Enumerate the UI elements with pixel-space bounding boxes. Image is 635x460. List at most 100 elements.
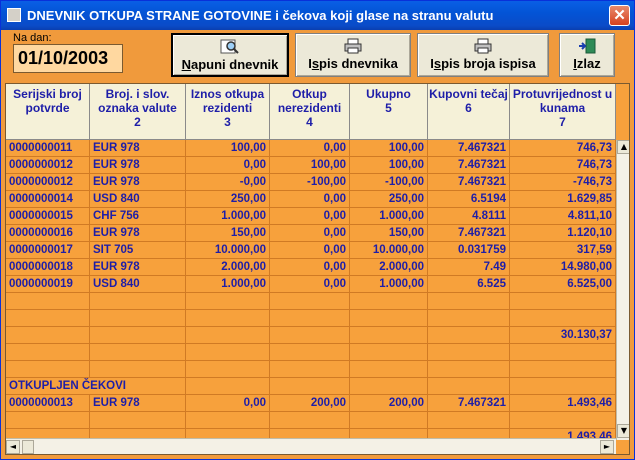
table-cell (186, 412, 270, 429)
table-cell: 200,00 (350, 395, 428, 412)
table-cell (90, 361, 186, 378)
scroll-right-button[interactable]: ► (600, 440, 614, 454)
exit-door-icon (579, 38, 596, 54)
table-cell: 0000000013 (6, 395, 90, 412)
table-cell (270, 310, 350, 327)
horizontal-scroll-thumb[interactable] (22, 440, 34, 454)
scroll-left-button[interactable]: ◄ (6, 440, 20, 454)
app-icon (7, 8, 21, 22)
journal-grid: Serijski broj potvrde Broj. i slov. ozna… (5, 83, 630, 455)
table-cell (186, 344, 270, 361)
table-cell (428, 310, 510, 327)
table-cell: 4.811,10 (510, 208, 616, 225)
table-cell: 746,73 (510, 157, 616, 174)
table-cell (350, 378, 428, 395)
table-cell: 1.000,00 (186, 276, 270, 293)
table-cell (6, 361, 90, 378)
table-cell: 0,00 (270, 259, 350, 276)
table-cell: 6.525 (428, 276, 510, 293)
table-cell: 0000000015 (6, 208, 90, 225)
table-row[interactable]: 0000000017 SIT 705 10.000,00 0,00 10.000,00 0… (6, 242, 616, 259)
table-cell: 100,00 (270, 157, 350, 174)
button-mnemonic: N (181, 57, 191, 72)
col-header-total[interactable]: Ukupno 5 (350, 84, 428, 140)
table-row[interactable]: 0000000014 USD 840 250,00 0,00 250,00 6.5194 1… (6, 191, 616, 208)
table-cell: SIT 705 (90, 242, 186, 259)
table-cell (270, 361, 350, 378)
print-count-button[interactable]: Ispis broja ispisa (417, 33, 549, 77)
table-cell (6, 344, 90, 361)
table-cell (90, 429, 186, 446)
table-cell: USD 840 (90, 191, 186, 208)
table-cell: 100,00 (186, 140, 270, 157)
table-row[interactable]: 0000000012 EUR 978 0,00 100,00 100,00 7.46732… (6, 157, 616, 174)
scroll-down-button[interactable]: ▼ (617, 424, 629, 438)
scroll-up-button[interactable]: ▲ (617, 140, 629, 154)
table-row[interactable] (6, 344, 616, 361)
col-header-rate[interactable]: Kupovni tečaj 6 (428, 84, 510, 140)
table-cell: 0000000014 (6, 191, 90, 208)
table-cell: 1.000,00 (350, 276, 428, 293)
table-cell (186, 327, 270, 344)
table-cell (6, 412, 90, 429)
table-row[interactable]: 30.130,37 (6, 327, 616, 344)
table-cell: -0,00 (186, 174, 270, 191)
table-cell: 6.5194 (428, 191, 510, 208)
vertical-scrollbar[interactable]: ▲ ▼ (616, 140, 629, 440)
table-cell (6, 310, 90, 327)
table-cell (186, 293, 270, 310)
table-cell: EUR 978 (90, 140, 186, 157)
table-row[interactable] (6, 361, 616, 378)
printer-icon (344, 38, 362, 54)
table-row[interactable]: 0000000012 EUR 978 -0,00 -100,00 -100,00 7.46… (6, 174, 616, 191)
table-cell: 150,00 (350, 225, 428, 242)
table-cell (350, 293, 428, 310)
table-cell (186, 429, 270, 446)
table-cell (428, 344, 510, 361)
table-cell: 7.467321 (428, 140, 510, 157)
table-row[interactable]: 0000000013 EUR 978 0,00 200,00 200,00 7.46732… (6, 395, 616, 412)
table-cell: 746,73 (510, 140, 616, 157)
table-cell: 0.031759 (428, 242, 510, 259)
fill-journal-button[interactable]: Napuni dnevnik (171, 33, 289, 77)
col-header-kuna[interactable]: Protuvrijednost u kunama 7 (510, 84, 616, 140)
date-label: Na dan: (13, 32, 52, 44)
table-cell: 10.000,00 (350, 242, 428, 259)
print-journal-button[interactable]: Ispis dnevnika (295, 33, 411, 77)
table-row[interactable]: 0000000015 CHF 756 1.000,00 0,00 1.000,00 4.8… (6, 208, 616, 225)
date-field[interactable]: 01/10/2003 (13, 44, 123, 73)
grid-body: 0000000011 EUR 978 100,00 0,00 100,00 7.46732… (6, 140, 616, 454)
table-cell: 0,00 (186, 157, 270, 174)
table-row[interactable] (6, 293, 616, 310)
table-cell: 2.000,00 (350, 259, 428, 276)
col-header-currency[interactable]: Broj. i slov. oznaka valute 2 (90, 84, 186, 140)
exit-button[interactable]: Izlaz (559, 33, 615, 77)
table-cell: 0000000011 (6, 140, 90, 157)
table-row[interactable]: 0000000019 USD 840 1.000,00 0,00 1.000,00 6.5… (6, 276, 616, 293)
table-cell: 10.000,00 (186, 242, 270, 259)
table-cell: 100,00 (350, 140, 428, 157)
col-header-serial[interactable]: Serijski broj potvrde (6, 84, 90, 140)
col-header-nonresidents[interactable]: Otkup nerezidenti 4 (270, 84, 350, 140)
table-cell (90, 310, 186, 327)
table-row[interactable]: 0000000018 EUR 978 2.000,00 0,00 2.000,00 7.4… (6, 259, 616, 276)
table-cell: 14.980,00 (510, 259, 616, 276)
table-cell: USD 840 (90, 276, 186, 293)
table-row[interactable] (6, 412, 616, 429)
table-cell: EUR 978 (90, 157, 186, 174)
table-cell (6, 293, 90, 310)
table-row[interactable] (6, 310, 616, 327)
horizontal-scrollbar[interactable]: ◄ ► (6, 438, 616, 454)
table-cell (428, 361, 510, 378)
table-cell (350, 429, 428, 446)
table-row[interactable]: 0000000016 EUR 978 150,00 0,00 150,00 7.46732… (6, 225, 616, 242)
table-cell (350, 361, 428, 378)
table-cell (510, 293, 616, 310)
table-cell: OTKUPLJEN ČEKOVI (9, 380, 126, 392)
table-row[interactable]: OTKUPLJEN ČEKOVI (6, 378, 616, 395)
col-header-residents[interactable]: Iznos otkupa rezidenti 3 (186, 84, 270, 140)
close-button[interactable]: ✕ (609, 5, 630, 26)
table-cell (270, 344, 350, 361)
table-row[interactable]: 0000000011 EUR 978 100,00 0,00 100,00 7.46732… (6, 140, 616, 157)
